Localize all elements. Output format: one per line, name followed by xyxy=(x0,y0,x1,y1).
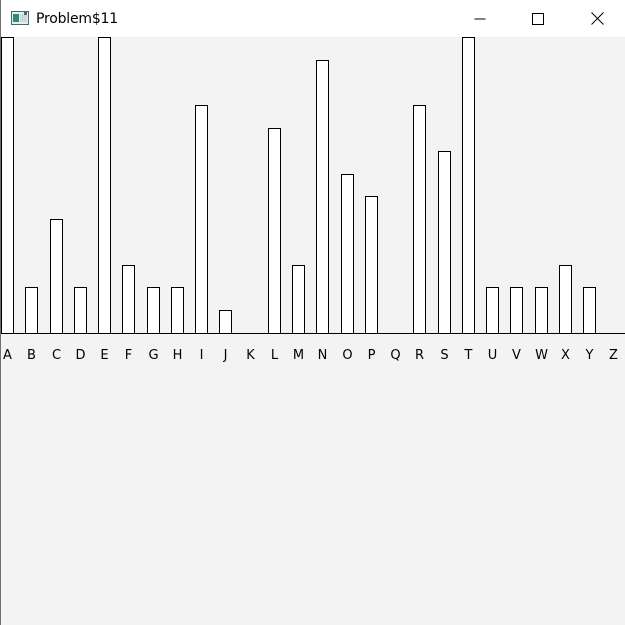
tick-label-j: J xyxy=(223,348,228,363)
tick-label-m: M xyxy=(293,348,304,363)
bar-g xyxy=(147,287,160,334)
bar-b xyxy=(25,287,38,334)
bar-v xyxy=(510,287,523,334)
tick-label-y: Y xyxy=(585,348,594,363)
tick-label-s: S xyxy=(440,348,448,363)
bar-r xyxy=(413,105,426,334)
tick-label-x: X xyxy=(561,348,570,363)
tick-label-u: U xyxy=(488,348,498,363)
window-title: Problem$11 xyxy=(36,11,118,27)
tick-label-p: P xyxy=(368,348,376,363)
tick-label-v: V xyxy=(512,348,521,363)
tick-label-w: W xyxy=(535,348,548,363)
minimize-button[interactable] xyxy=(457,0,503,37)
tick-label-n: N xyxy=(318,348,328,363)
close-button[interactable] xyxy=(574,0,620,37)
tick-label-c: C xyxy=(52,348,61,363)
tick-label-e: E xyxy=(100,348,108,363)
tick-label-f: F xyxy=(125,348,132,363)
bar-l xyxy=(268,128,281,334)
bar-o xyxy=(341,174,354,334)
bar-s xyxy=(438,151,451,334)
tick-label-d: D xyxy=(75,348,85,363)
tick-label-z: Z xyxy=(609,348,618,363)
tick-label-o: O xyxy=(342,348,352,363)
bar-j xyxy=(219,310,232,334)
tick-label-l: L xyxy=(271,348,279,363)
bar-x xyxy=(559,265,572,334)
bar-n xyxy=(316,60,329,334)
bar-c xyxy=(50,219,63,334)
bar-w xyxy=(535,287,548,334)
bar-m xyxy=(292,265,305,334)
minimize-icon xyxy=(474,18,486,19)
tick-label-i: I xyxy=(200,348,204,363)
tick-label-b: B xyxy=(27,348,36,363)
bar-t xyxy=(462,37,475,334)
bar-u xyxy=(486,287,499,334)
tick-label-r: R xyxy=(415,348,424,363)
bar-p xyxy=(365,196,378,334)
tick-label-q: Q xyxy=(390,348,400,363)
bar-a xyxy=(1,37,14,334)
maximize-icon xyxy=(532,12,544,25)
tick-label-h: H xyxy=(173,348,183,363)
tick-label-t: T xyxy=(464,348,473,363)
close-icon xyxy=(590,12,604,25)
tick-label-k: K xyxy=(246,348,255,363)
bar-d xyxy=(74,287,87,334)
title-bar[interactable]: Problem$11 xyxy=(1,0,625,37)
bar-f xyxy=(122,265,135,334)
bar-e xyxy=(98,37,111,334)
tick-label-g: G xyxy=(148,348,158,363)
bar-y xyxy=(583,287,596,334)
maximize-button[interactable] xyxy=(515,0,561,37)
bar-i xyxy=(195,105,208,334)
java-app-icon xyxy=(11,11,29,25)
bar-h xyxy=(171,287,184,334)
tick-label-a: A xyxy=(3,348,12,363)
